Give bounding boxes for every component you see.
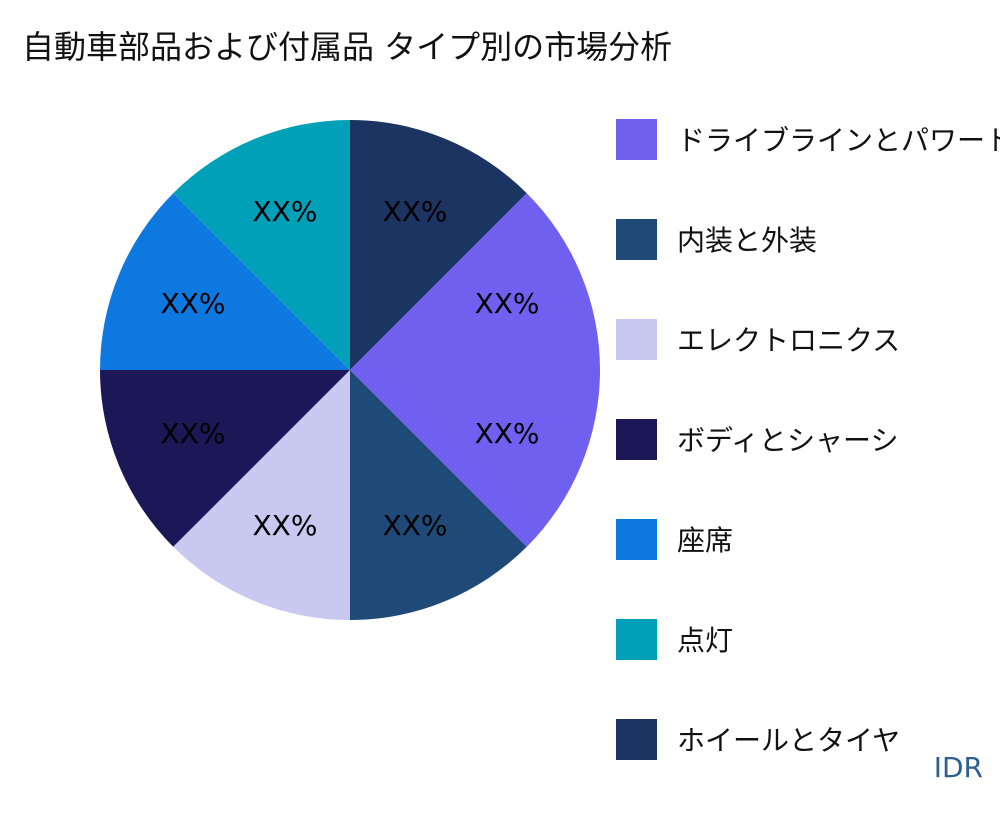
slice-label-5: XX% — [160, 287, 225, 320]
legend-item: 点灯 — [616, 618, 1000, 660]
slice-label-4: XX% — [160, 417, 225, 450]
legend-swatch — [616, 218, 657, 260]
legend-label: ドライブラインとパワートレイン — [677, 124, 1000, 157]
legend-swatch — [616, 718, 657, 760]
pie-slice-6 — [173, 119, 350, 370]
slice-label-0: XX% — [383, 195, 448, 228]
legend-label: ボディとシャーシ — [677, 424, 899, 457]
pie-slice-0 — [350, 120, 527, 370]
legend-item: 座席 — [616, 518, 1000, 560]
legend-swatch — [616, 118, 657, 160]
slice-label-3: XX% — [252, 509, 317, 542]
pie-slice-2 — [350, 370, 527, 620]
pie-slice-1 — [350, 193, 601, 547]
legend-label: ホイールとタイヤ — [677, 724, 901, 757]
pie-slice-5 — [100, 193, 350, 370]
pie-chart: XX% XX% XX% XX% XX% XX% XX% XX% — [100, 119, 601, 620]
slice-label-2: XX% — [383, 509, 448, 542]
legend-item: 内装と外装 — [616, 218, 1000, 260]
legend-swatch — [616, 318, 657, 360]
legend-label: エレクトロニクス — [677, 324, 901, 357]
legend-swatch — [616, 618, 657, 660]
legend-label: 座席 — [677, 524, 734, 557]
slice-label-6: XX% — [252, 195, 317, 228]
slice-label-1-2: XX% — [475, 417, 540, 450]
legend-item: ドライブラインとパワートレイン — [616, 118, 1000, 160]
legend-item: エレクトロニクス — [616, 318, 1000, 360]
legend-item: ボディとシャーシ — [616, 418, 1000, 460]
legend-label: 点灯 — [677, 624, 734, 657]
pie-slice-4 — [100, 370, 350, 547]
legend-item: ホイールとタイヤ — [616, 718, 1000, 760]
slice-label-1: XX% — [475, 287, 540, 320]
pie-slice-labels: XX% XX% XX% XX% XX% XX% XX% XX% — [160, 195, 539, 542]
legend-swatch — [616, 418, 657, 460]
watermark: IDR — [933, 751, 983, 784]
legend-label: 内装と外装 — [677, 224, 818, 257]
pie-slice-3 — [173, 370, 350, 620]
pie-slices — [100, 119, 601, 620]
chart-legend: ドライブラインとパワートレイン内装と外装エレクトロニクスボディとシャーシ座席点灯… — [616, 118, 1000, 818]
chart-title: 自動車部品および付属品 タイプ別の市場分析 — [22, 28, 673, 66]
legend-swatch — [616, 518, 657, 560]
